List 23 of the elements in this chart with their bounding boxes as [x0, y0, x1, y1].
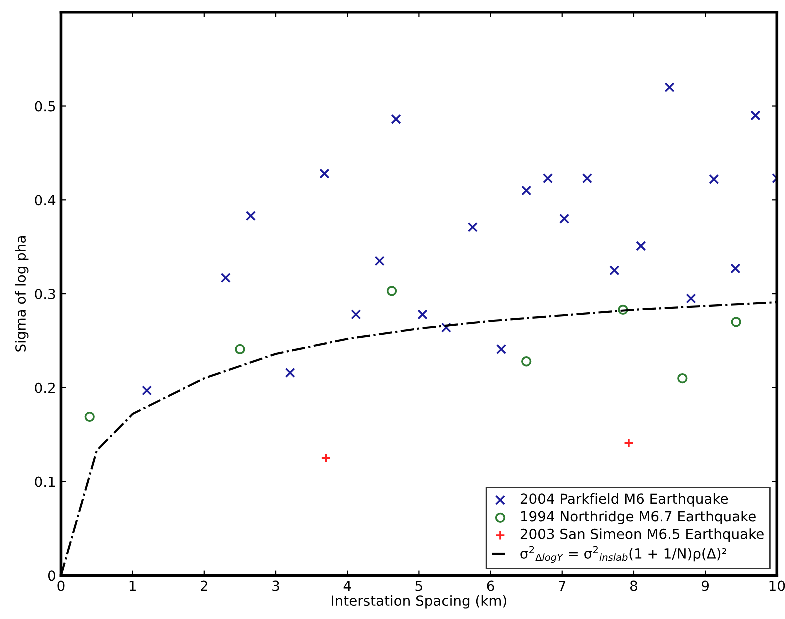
- y-tick-label: 0.4: [35, 195, 56, 206]
- x-tick-label: 6: [487, 580, 494, 592]
- x-tick-label: 3: [272, 580, 280, 592]
- x-tick-label: 9: [702, 580, 709, 592]
- legend-label: 1994 Northridge M6.7 Earthquake: [521, 511, 756, 524]
- x-tick-label: 1: [130, 580, 136, 592]
- y-axis-title: Sigma of log pha: [15, 236, 29, 352]
- legend-label: σ$^{2}$$_{ΔlogY}$ = σ$^{2}$$_{inslab}$(1 + 1/N)ρ(Δ)²: [520, 546, 726, 564]
- x-tick-label: 0: [58, 580, 65, 592]
- x-tick-label: 4: [344, 580, 352, 592]
- x-tick-label: 10: [770, 580, 785, 592]
- x-tick-label: 2: [201, 580, 208, 592]
- x-tick-label: 7: [559, 580, 566, 592]
- y-tick-label: 0.1: [35, 476, 56, 488]
- x-axis-title: Interstation Spacing (km): [332, 595, 506, 609]
- y-tick-label: 0.2: [35, 382, 55, 394]
- y-tick-label: 0.3: [35, 288, 56, 300]
- y-tick-label: 0: [48, 570, 56, 582]
- legend-label: 2004 Parkfield M6 Earthquake: [520, 493, 728, 507]
- x-tick-label: 8: [630, 580, 638, 592]
- y-tick-label: 0.5: [35, 101, 56, 112]
- legend-label: 2003 San Simeon M6.5 Earthquake: [520, 528, 764, 542]
- x-tick-label: 5: [416, 580, 422, 592]
